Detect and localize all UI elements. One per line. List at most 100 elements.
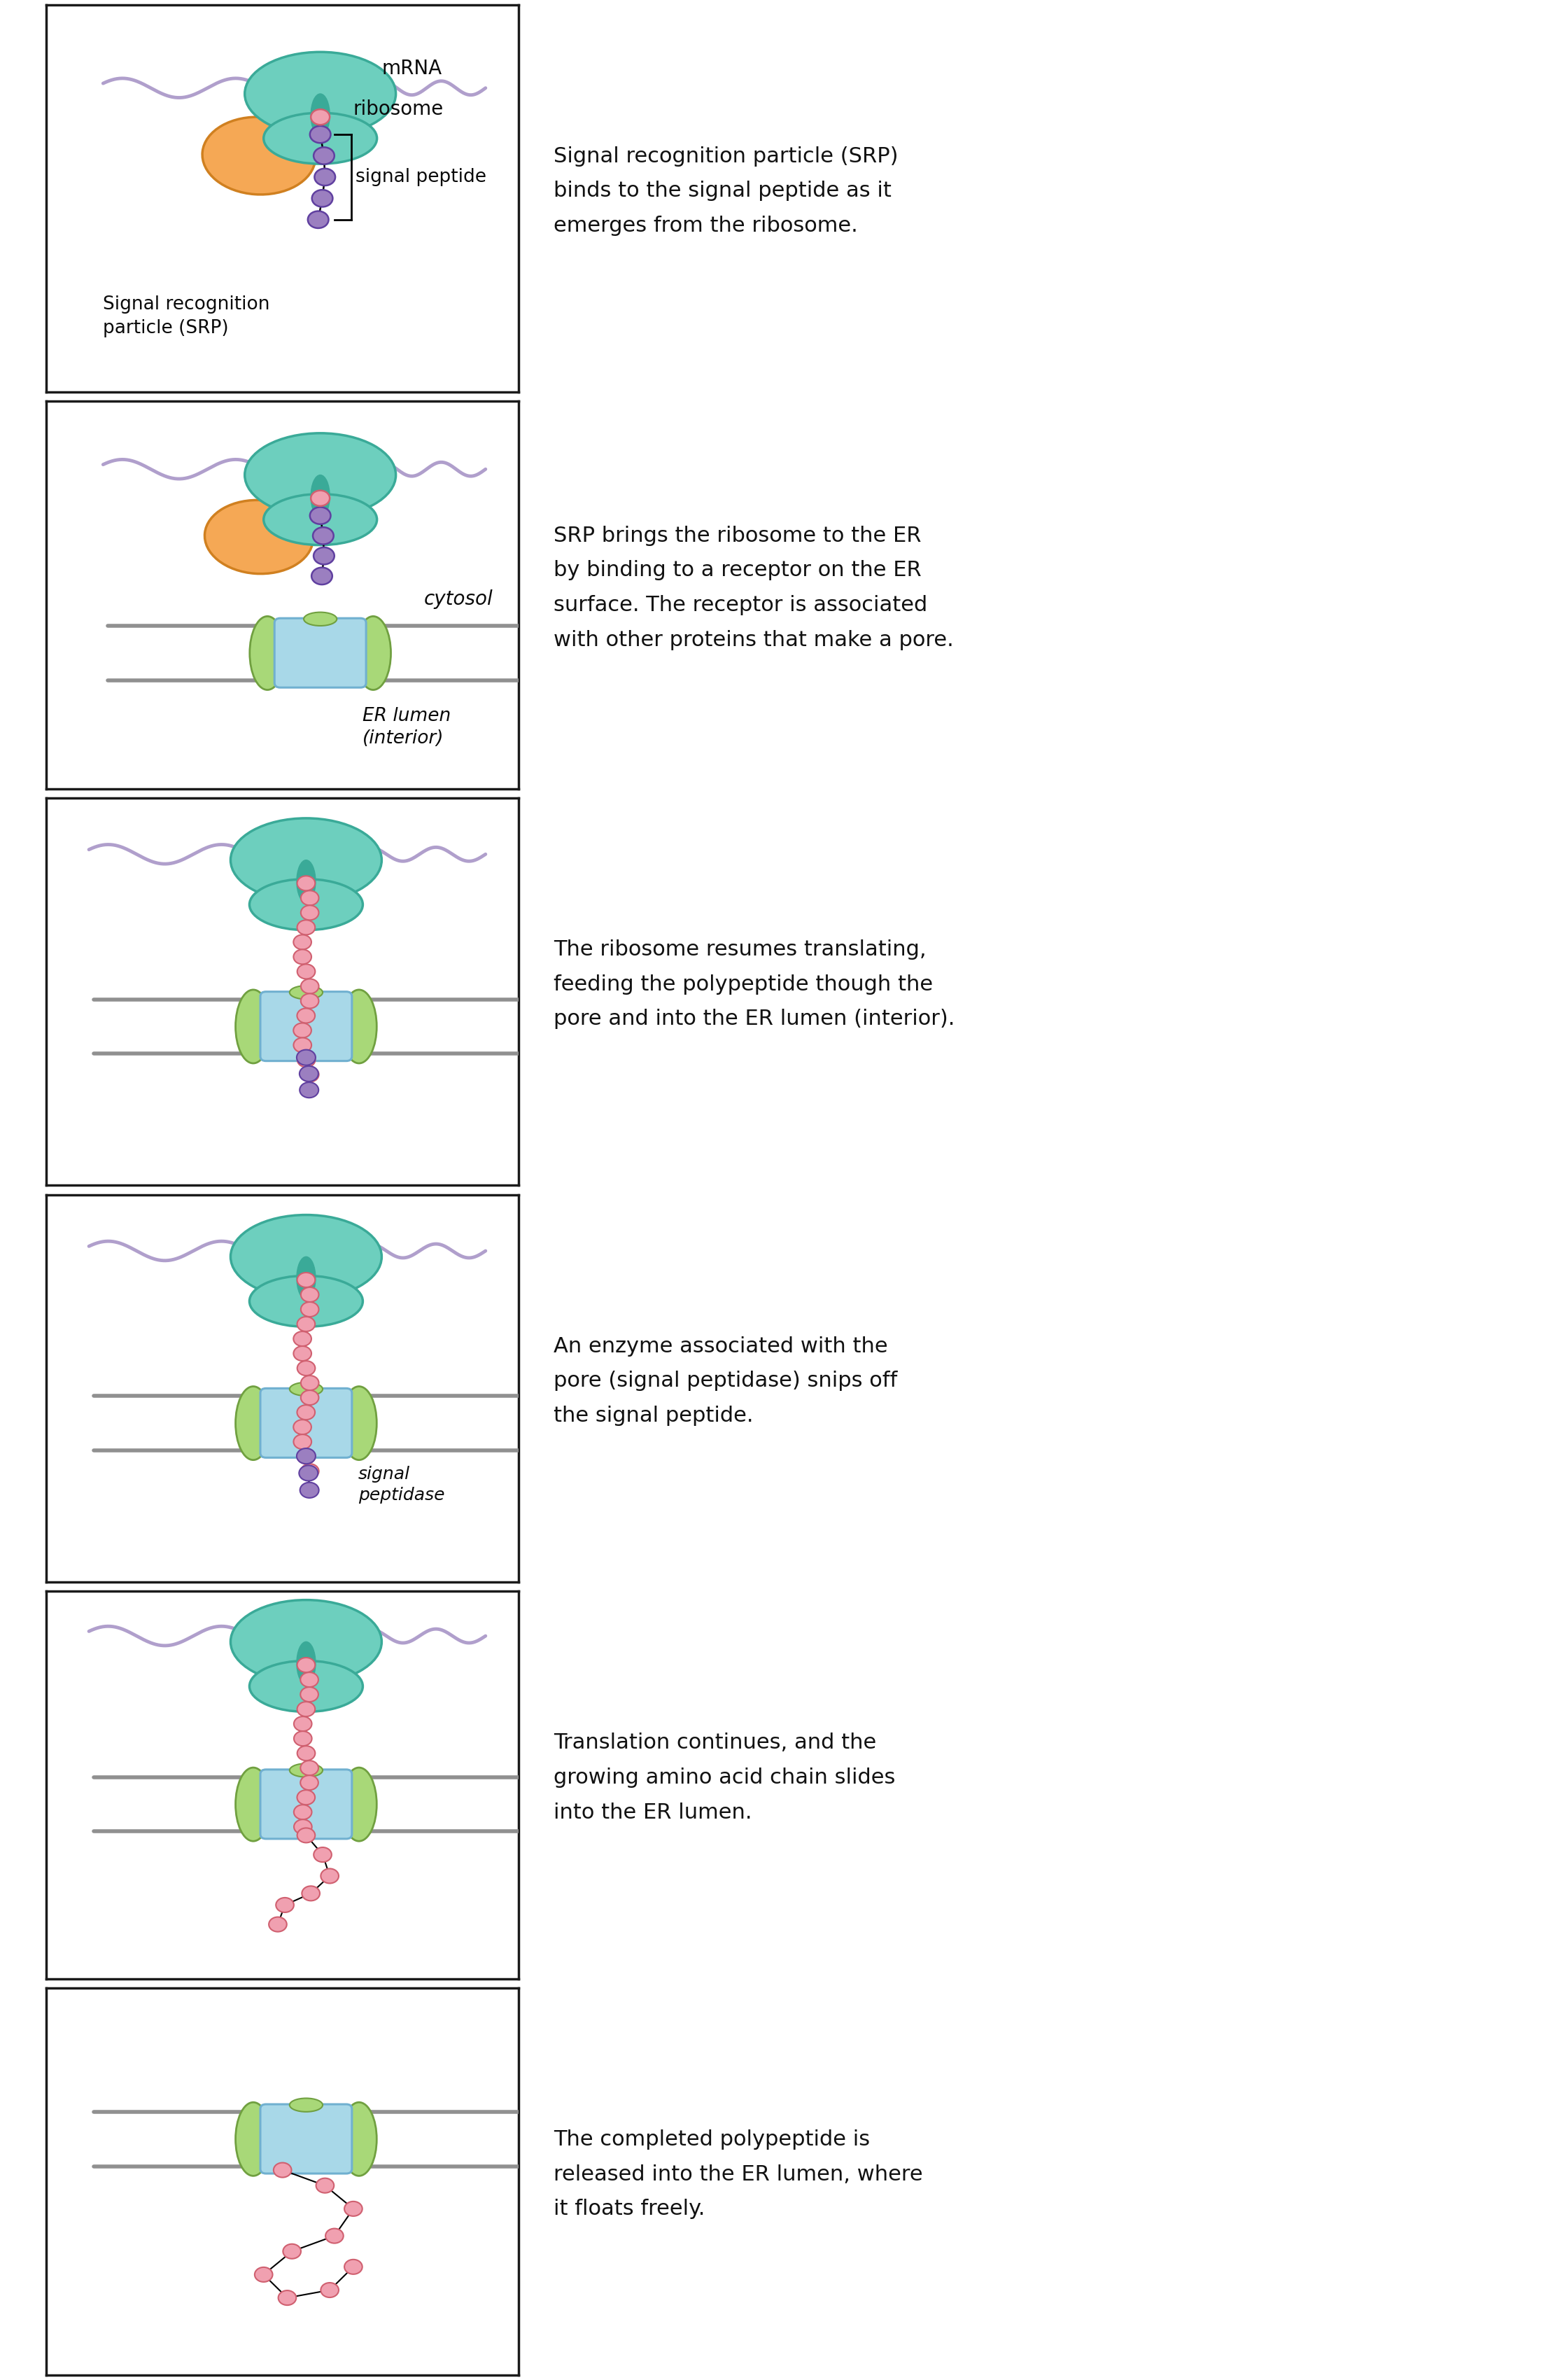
Circle shape — [297, 921, 316, 935]
Circle shape — [300, 890, 319, 904]
Circle shape — [300, 1483, 319, 1497]
Text: ER lumen
(interior): ER lumen (interior) — [362, 707, 450, 747]
Ellipse shape — [311, 476, 330, 516]
Circle shape — [300, 1687, 319, 1702]
Ellipse shape — [341, 2102, 376, 2175]
Ellipse shape — [203, 117, 316, 195]
Circle shape — [283, 2244, 300, 2259]
Circle shape — [316, 2178, 334, 2192]
Circle shape — [320, 2282, 339, 2297]
Text: Signal recognition
particle (SRP): Signal recognition particle (SRP) — [104, 295, 269, 338]
Circle shape — [294, 1730, 311, 1747]
Circle shape — [299, 1466, 317, 1480]
Ellipse shape — [289, 985, 322, 1000]
Circle shape — [274, 2163, 291, 2178]
Ellipse shape — [263, 495, 376, 545]
Text: Translation continues, and the
growing amino acid chain slides
into the ER lumen: Translation continues, and the growing a… — [554, 1733, 896, 1823]
Ellipse shape — [297, 1642, 316, 1685]
Circle shape — [344, 2202, 362, 2216]
Ellipse shape — [231, 819, 382, 902]
Text: cytosol: cytosol — [424, 590, 494, 609]
Ellipse shape — [303, 612, 337, 626]
Circle shape — [297, 1449, 316, 1464]
Circle shape — [297, 876, 316, 890]
Circle shape — [300, 1464, 319, 1478]
Ellipse shape — [341, 990, 376, 1064]
Circle shape — [297, 1316, 316, 1330]
Circle shape — [300, 904, 319, 921]
Text: ribosome: ribosome — [353, 100, 444, 119]
Ellipse shape — [263, 112, 376, 164]
FancyBboxPatch shape — [260, 992, 351, 1061]
Ellipse shape — [235, 1768, 271, 1842]
FancyBboxPatch shape — [260, 2104, 351, 2173]
Circle shape — [297, 1790, 314, 1804]
Text: Signal recognition particle (SRP)
binds to the signal peptide as it
emerges from: Signal recognition particle (SRP) binds … — [554, 145, 898, 236]
FancyBboxPatch shape — [260, 1768, 351, 1840]
Circle shape — [294, 1038, 311, 1052]
Ellipse shape — [249, 616, 285, 690]
Ellipse shape — [249, 878, 362, 931]
Text: The ribosome resumes translating,
feeding the polypeptide though the
pore and in: The ribosome resumes translating, feedin… — [554, 940, 955, 1028]
Circle shape — [314, 148, 334, 164]
Ellipse shape — [245, 433, 396, 516]
Circle shape — [294, 1804, 311, 1818]
Ellipse shape — [235, 990, 271, 1064]
Ellipse shape — [289, 2099, 322, 2111]
Circle shape — [269, 1916, 286, 1933]
Circle shape — [300, 1390, 319, 1404]
Ellipse shape — [204, 500, 313, 574]
Ellipse shape — [289, 1383, 322, 1397]
Circle shape — [294, 1716, 311, 1730]
Circle shape — [294, 1818, 311, 1835]
Circle shape — [300, 1066, 319, 1083]
Text: An enzyme associated with the
pore (signal peptidase) snips off
the signal pepti: An enzyme associated with the pore (sign… — [554, 1335, 898, 1426]
Circle shape — [314, 1847, 331, 1861]
Circle shape — [310, 126, 331, 143]
Circle shape — [294, 950, 311, 964]
Circle shape — [311, 109, 330, 124]
Ellipse shape — [311, 93, 330, 136]
FancyBboxPatch shape — [274, 619, 365, 688]
Circle shape — [297, 1656, 316, 1673]
Circle shape — [300, 1673, 319, 1687]
Circle shape — [297, 964, 316, 978]
Circle shape — [308, 212, 328, 228]
Circle shape — [276, 1897, 294, 1914]
Ellipse shape — [245, 52, 396, 136]
Text: signal peptide: signal peptide — [356, 169, 486, 186]
Circle shape — [297, 1702, 316, 1716]
Ellipse shape — [249, 1276, 362, 1326]
Ellipse shape — [235, 2102, 271, 2175]
Ellipse shape — [231, 1214, 382, 1299]
Circle shape — [294, 1347, 311, 1361]
Text: mRNA: mRNA — [382, 59, 441, 79]
Circle shape — [344, 2259, 362, 2275]
Circle shape — [311, 490, 330, 507]
Ellipse shape — [231, 1599, 382, 1683]
Circle shape — [314, 169, 336, 186]
FancyBboxPatch shape — [260, 1388, 351, 1457]
Text: The completed polypeptide is
released into the ER lumen, where
it floats freely.: The completed polypeptide is released in… — [554, 2130, 923, 2218]
Circle shape — [297, 1009, 314, 1023]
Circle shape — [311, 566, 333, 585]
Ellipse shape — [341, 1388, 376, 1459]
Ellipse shape — [297, 859, 316, 902]
Circle shape — [297, 1404, 314, 1421]
Ellipse shape — [289, 1764, 322, 1778]
Text: SRP brings the ribosome to the ER
by binding to a receptor on the ER
surface. Th: SRP brings the ribosome to the ER by bin… — [554, 526, 954, 650]
Circle shape — [297, 1361, 316, 1376]
Circle shape — [297, 1050, 316, 1066]
Ellipse shape — [235, 1388, 271, 1459]
Circle shape — [294, 1435, 311, 1449]
Circle shape — [313, 528, 334, 545]
Circle shape — [294, 935, 311, 950]
Circle shape — [300, 1376, 319, 1390]
Circle shape — [255, 2268, 272, 2282]
Circle shape — [300, 992, 319, 1009]
Circle shape — [294, 1421, 311, 1435]
Circle shape — [297, 1828, 316, 1842]
Circle shape — [325, 2228, 344, 2244]
Circle shape — [294, 1330, 311, 1347]
Circle shape — [300, 1302, 319, 1316]
